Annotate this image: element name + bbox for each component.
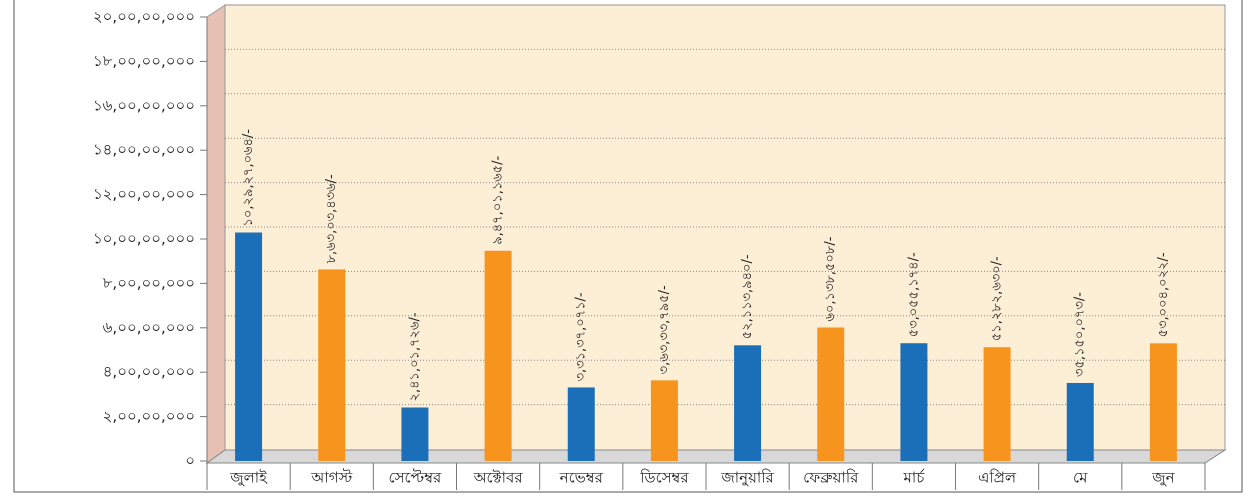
x-tick-label: জুন — [1151, 469, 1175, 487]
bar — [983, 347, 1011, 461]
y-tick-label: ১৮,০০,০০,০০০ — [93, 52, 195, 70]
bar — [567, 387, 595, 461]
value-label: ৩,৩১,৩৭,০৭১/- — [574, 292, 589, 381]
bar — [650, 380, 678, 461]
value-label: ২,৪১,০১,৭২৬/- — [407, 312, 422, 401]
value-label: ৩৫,১৫০,০৭৩/- — [1073, 292, 1088, 377]
x-tick-label: সেপ্টেম্বর — [389, 469, 443, 487]
y-tick-label: ৪,০০,০০,০০০ — [103, 363, 195, 381]
x-tick-label: নভেম্বর — [559, 469, 604, 487]
y-tick-label: ১৬,০০,০০,০০০ — [93, 96, 195, 114]
value-label: ৬০,১৩৮,৫০৮/- — [823, 236, 838, 321]
side-wall — [206, 4, 226, 464]
y-tick-label: ৮,০০,০০,০০০ — [103, 274, 195, 292]
x-tick-label: মার্চ — [903, 469, 926, 487]
x-tick-label: ফেব্রুয়ারি — [803, 469, 859, 487]
value-label: ৫২,১১৩,৯৪০/- — [740, 254, 755, 339]
y-tick-label: ৬,০০,০০,০০০ — [103, 318, 195, 336]
value-label: ৫৩,০০৪,০২২/- — [1156, 252, 1171, 337]
bar — [734, 345, 762, 461]
value-label: ৯,৪৭,০১,১৬৫/- — [491, 155, 506, 244]
y-tick-label: ১২,০০,০০,০০০ — [93, 185, 195, 203]
bar — [1149, 343, 1177, 461]
value-label: ৮,৬৩,০৩,৪৩৬/- — [324, 174, 339, 263]
y-tick-label: ১০,০০,০০,০০০ — [93, 230, 195, 248]
value-label: ১০,২৯,২৭,০৬৪/- — [241, 129, 256, 227]
x-tick-label: অক্টোবর — [473, 469, 524, 487]
x-tick-label: জানুয়ারি — [720, 469, 774, 487]
x-tick-label: আগস্ট — [310, 469, 352, 487]
value-label: ৫৩,০৫৫,১৭৪/- — [906, 252, 921, 337]
value-label: ৫১,২৮২,৬৩০/- — [990, 256, 1005, 341]
bar — [900, 343, 928, 461]
frame — [13, 0, 1243, 493]
bar — [235, 232, 263, 461]
x-tick-label: এপ্রিল — [978, 469, 1017, 487]
bar — [401, 407, 429, 461]
y-tick-label: ২০,০০,০০,০০০ — [93, 8, 195, 26]
bar — [318, 269, 346, 461]
bar — [484, 250, 512, 461]
x-tick-label: ডিসেম্বর — [639, 469, 689, 487]
y-tick-label: ১৪,০০,০০,০০০ — [93, 141, 195, 159]
x-tick-label: জুলাই — [229, 469, 268, 487]
value-label: ৩,৬৩,৩৩,৭৯৫/- — [657, 285, 672, 374]
bar — [817, 327, 845, 461]
y-tick-label: ২,০০,০০,০০০ — [103, 407, 195, 425]
x-tick-label: মে — [1073, 469, 1088, 487]
bar — [1066, 382, 1094, 461]
y-tick-label: ০ — [185, 452, 195, 470]
